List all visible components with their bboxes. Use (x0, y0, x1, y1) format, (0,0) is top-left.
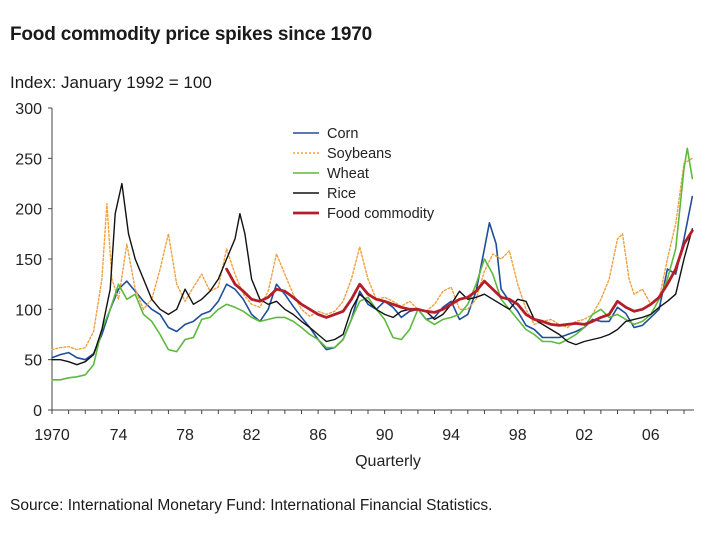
legend: Corn Soybeans Wheat Rice Food commodity (293, 126, 435, 222)
y-tick-label: 200 (15, 202, 42, 219)
y-axis: 0 50 100 150 200 250 300 (15, 101, 52, 420)
source-note: Source: International Monetary Fund: Int… (10, 497, 493, 514)
y-tick-label: 300 (15, 101, 42, 118)
x-tick-label: 02 (575, 427, 593, 444)
series-line-wheat (51, 147, 694, 381)
x-tick-label: 78 (176, 427, 194, 444)
x-tick-label: 74 (110, 427, 128, 444)
x-tick-label: 94 (442, 427, 460, 444)
legend-label-rice: Rice (327, 186, 356, 202)
legend-label-soybeans: Soybeans (327, 146, 392, 162)
y-tick-label: 0 (33, 403, 42, 420)
x-axis: 1970 74 78 82 86 90 94 98 02 06 (34, 410, 685, 444)
y-axis-title: Index: January 1992 = 100 (10, 73, 212, 92)
chart-title: Food commodity price spikes since 1970 (10, 24, 372, 45)
legend-label-corn: Corn (327, 126, 358, 142)
x-tick-label: 1970 (34, 427, 70, 444)
series-group (51, 147, 694, 381)
series-line-rice (51, 182, 693, 366)
y-tick-label: 250 (15, 151, 42, 168)
y-tick-label: 150 (15, 252, 42, 269)
x-tick-label: 90 (376, 427, 394, 444)
legend-label-food-commodity: Food commodity (327, 206, 435, 222)
y-tick-label: 50 (24, 353, 42, 370)
series-line-soybeans (51, 157, 693, 351)
x-tick-label: 82 (243, 427, 261, 444)
series-line-food-commodity (225, 229, 694, 327)
legend-label-wheat: Wheat (327, 166, 369, 182)
x-tick-label: 06 (642, 427, 660, 444)
y-tick-label: 100 (15, 302, 42, 319)
x-tick-label: 86 (309, 427, 327, 444)
x-tick-label: 98 (509, 427, 527, 444)
x-axis-label: Quarterly (355, 453, 421, 470)
